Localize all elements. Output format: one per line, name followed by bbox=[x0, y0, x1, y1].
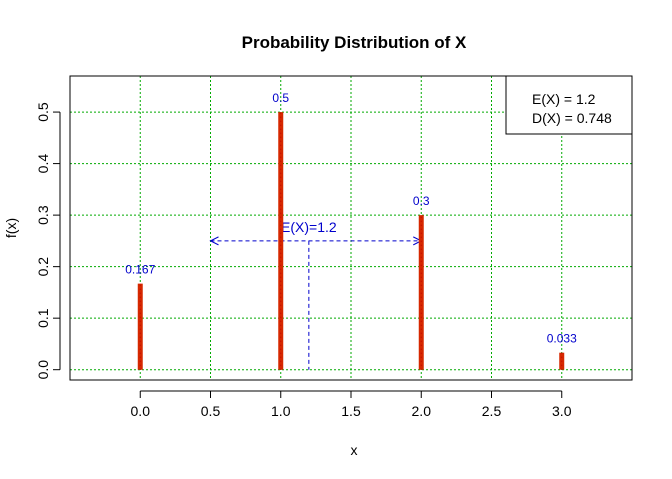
y-tick-label: 0.3 bbox=[35, 205, 51, 225]
x-tick-label: 0.0 bbox=[131, 403, 151, 419]
probability-bars bbox=[137, 112, 565, 370]
bar-value-labels: 0.167 0.5 0.3 0.033 bbox=[125, 91, 577, 346]
bar-value-label: 0.5 bbox=[272, 91, 289, 105]
arrow-head-left bbox=[209, 236, 219, 246]
bar-value-label: 0.167 bbox=[125, 263, 155, 277]
x-tick-label: 1.5 bbox=[341, 403, 361, 419]
y-tick-label: 0.0 bbox=[35, 360, 51, 380]
x-tick-label: 0.5 bbox=[201, 403, 221, 419]
grid-lines bbox=[70, 76, 632, 380]
x-tick-label: 2.5 bbox=[482, 403, 502, 419]
y-tick-label: 0.5 bbox=[35, 102, 51, 122]
bar-value-label: 0.3 bbox=[413, 194, 430, 208]
x-axis-label: x bbox=[351, 442, 358, 458]
x-tick-label: 2.0 bbox=[412, 403, 432, 419]
y-tick-label: 0.2 bbox=[35, 257, 51, 277]
expected-value-label: E(X)=1.2 bbox=[281, 219, 337, 235]
legend-expected-value: E(X) = 1.2 bbox=[532, 91, 596, 107]
y-tick-label: 0.4 bbox=[35, 154, 51, 174]
x-tick-label: 3.0 bbox=[552, 403, 572, 419]
legend-box bbox=[505, 75, 633, 135]
bar-value-label: 0.033 bbox=[547, 332, 577, 346]
chart-title: Probability Distribution of X bbox=[242, 33, 467, 52]
y-axis-label: f(x) bbox=[3, 218, 19, 238]
expected-value-annotation: E(X)=1.2 bbox=[209, 219, 423, 370]
plot-frame bbox=[69, 75, 633, 381]
x-tick-label: 1.0 bbox=[271, 403, 291, 419]
legend: E(X) = 1.2 D(X) = 0.748 bbox=[505, 75, 633, 135]
legend-variance: D(X) = 0.748 bbox=[532, 110, 612, 126]
y-tick-label: 0.1 bbox=[35, 308, 51, 328]
axes: 0.0 0.5 1.0 1.5 2.0 2.5 3.0 0.0 0.1 0.2 0.3 0.4 0.5 bbox=[35, 102, 572, 419]
